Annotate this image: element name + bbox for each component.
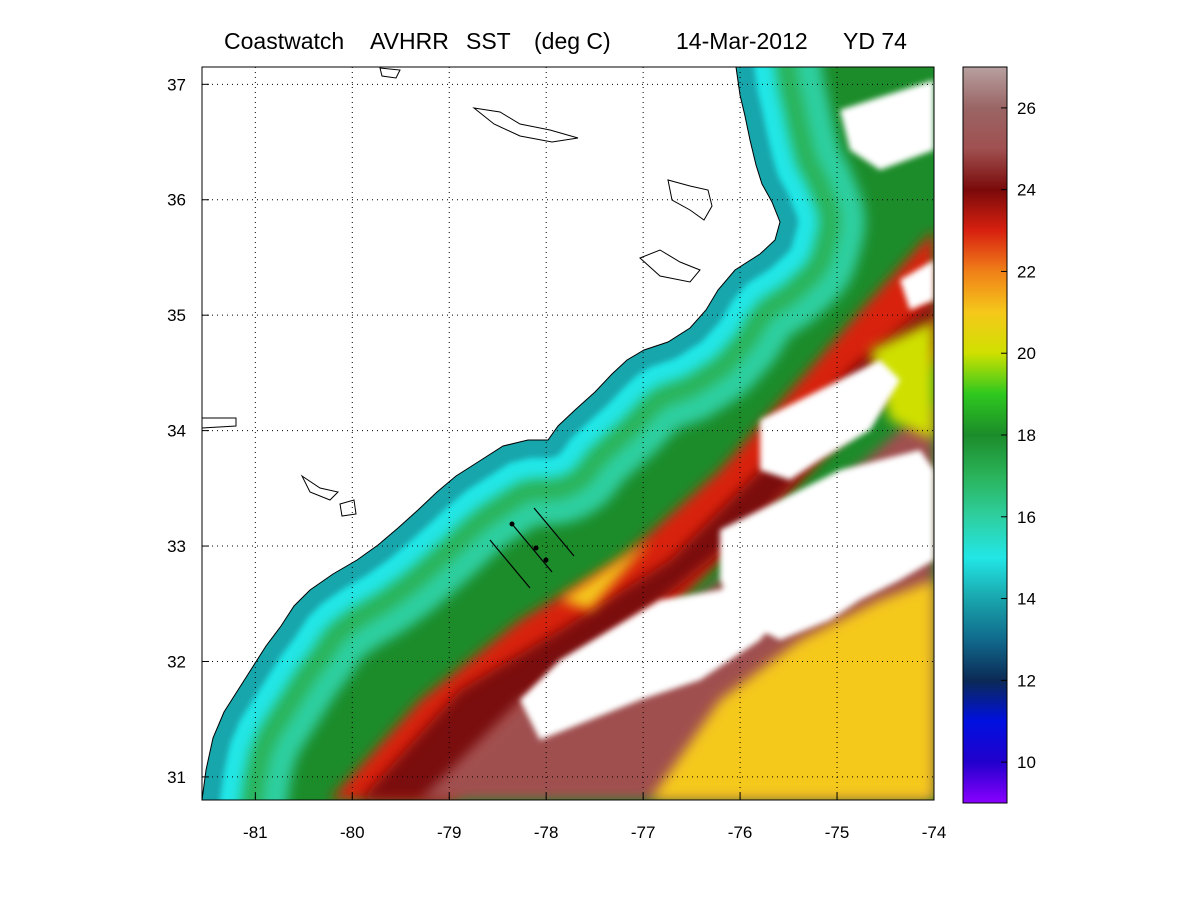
- title-sensor: AVHRR: [370, 28, 449, 54]
- coastline-shore: [202, 67, 781, 800]
- lat-tick-label: 33: [167, 537, 186, 556]
- coastline-inlet: [339, 499, 357, 517]
- lat-tick-label: 31: [167, 768, 186, 787]
- colorbar-tick-label: 16: [1017, 508, 1036, 527]
- lon-tick-label: -81: [243, 823, 268, 842]
- transect-station: [543, 557, 549, 563]
- lon-tick-label: -78: [534, 823, 559, 842]
- lon-tick-label: -75: [825, 823, 850, 842]
- cloud-patch: [720, 450, 934, 640]
- coastline-inlet: [639, 249, 701, 283]
- colorbar-tick-label: 26: [1017, 99, 1036, 118]
- title-units: (deg C): [534, 28, 611, 54]
- lat-tick-label: 32: [167, 652, 186, 671]
- transect-line: [533, 507, 575, 557]
- colorbar-tick-label: 10: [1017, 753, 1036, 772]
- colorbar-tick-label: 14: [1017, 590, 1036, 609]
- colorbar-tick-label: 18: [1017, 426, 1036, 445]
- lon-tick-label: -79: [437, 823, 462, 842]
- map-frame: [201, 66, 935, 801]
- transect-lines: [489, 507, 575, 589]
- title-date: 14-Mar-2012: [676, 28, 808, 54]
- transect-line: [511, 523, 553, 573]
- sst-gulfstream-core: [360, 300, 934, 800]
- lon-tick-label: -74: [922, 823, 947, 842]
- title-variable: SST: [466, 28, 511, 54]
- colorbar: 26 24 22 20 18 16 14 12 10: [962, 66, 1036, 804]
- cloud-patch: [900, 260, 934, 310]
- cloud-patch: [520, 560, 790, 740]
- lat-tick-label: 35: [167, 306, 186, 325]
- lat-tick-label: 37: [167, 75, 186, 94]
- colorbar-tick-label: 12: [1017, 671, 1036, 690]
- plot-area: [202, 67, 934, 800]
- colorbar-tick-label: 20: [1017, 344, 1036, 363]
- lon-tick-label: -80: [340, 823, 365, 842]
- lat-tick-label: 36: [167, 191, 186, 210]
- sst-gulfstream-warm: [330, 230, 934, 800]
- cloud-mask: [520, 80, 934, 740]
- coastline-inlet: [202, 417, 237, 429]
- transect-station: [533, 545, 539, 551]
- sst-sargasso: [650, 580, 934, 800]
- cloud-patch: [760, 360, 900, 480]
- coastline-inlet: [379, 67, 401, 79]
- coastline-inlet: [667, 179, 713, 221]
- title-product: Coastwatch: [224, 28, 345, 54]
- colorbar-gradient: [963, 67, 1007, 803]
- coastline-inlet: [472, 107, 579, 143]
- cloud-patch: [840, 80, 934, 170]
- latitude-axis: 37 36 35 34 33 32 31: [167, 75, 209, 787]
- lon-tick-label: -76: [728, 823, 753, 842]
- transect-line: [489, 539, 531, 589]
- sst-warm-eddy: [870, 320, 934, 440]
- lon-tick-label: -77: [631, 823, 656, 842]
- sst-filament: [560, 540, 650, 610]
- lat-tick-label: 34: [167, 422, 186, 441]
- colorbar-tick-label: 22: [1017, 262, 1036, 281]
- colorbar-ticks: 26 24 22 20 18 16 14 12 10: [1001, 99, 1036, 772]
- title-yearday: YD 74: [843, 28, 907, 54]
- coastline: [202, 67, 781, 800]
- longitude-axis: -81 -80 -79 -78 -77 -76 -75 -74: [243, 793, 946, 842]
- coastline-inlet: [300, 474, 339, 501]
- grid-lines: [202, 67, 934, 800]
- colorbar-tick-label: 24: [1017, 181, 1036, 200]
- transect-station: [509, 521, 515, 527]
